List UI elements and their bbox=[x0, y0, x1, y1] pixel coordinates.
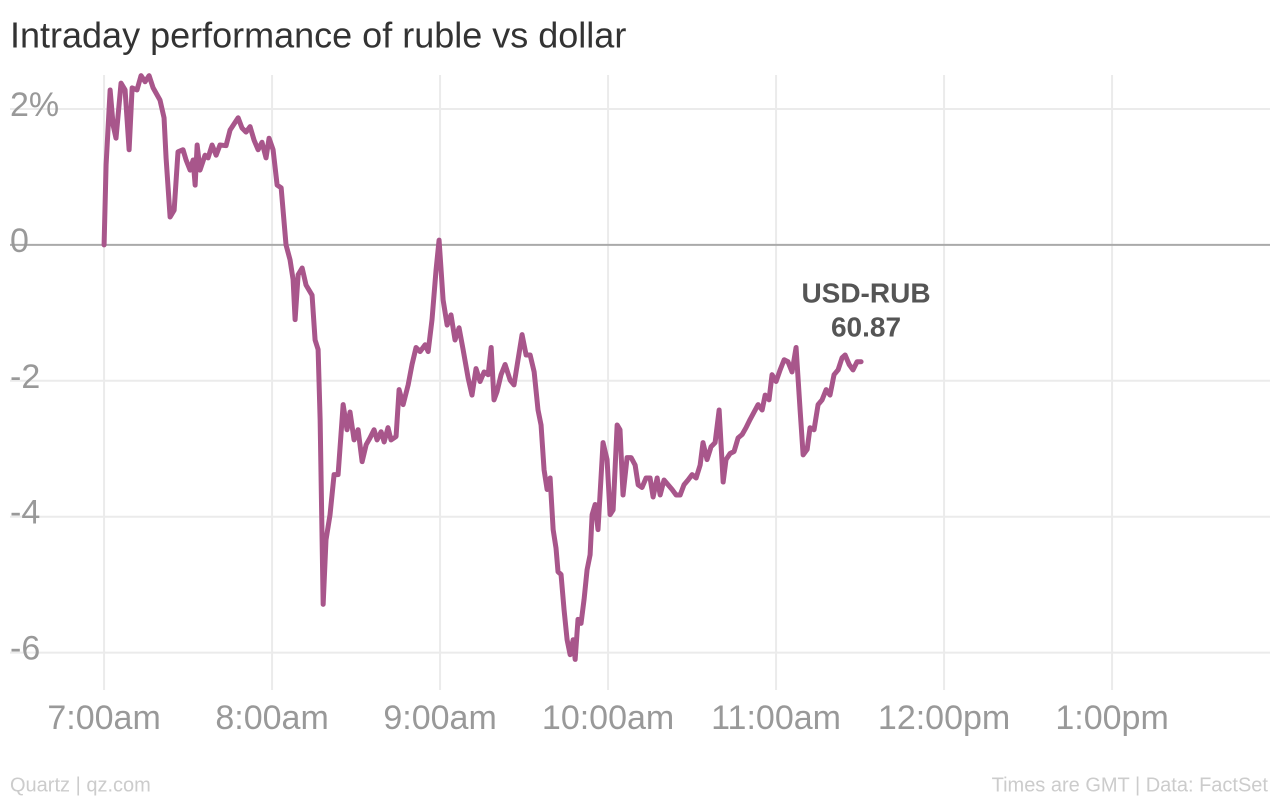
source-right: Times are GMT | Data: FactSet bbox=[992, 774, 1269, 796]
y-tick-label: 0 bbox=[10, 222, 29, 260]
grid: 7:00am 8:00am 9:00am 10:00am 11:00am 12:00pm 1… bbox=[10, 75, 1270, 737]
annotation-label: USD-RUB bbox=[801, 277, 930, 308]
chart-title: Intraday performance of ruble vs dollar bbox=[10, 15, 626, 56]
series-line bbox=[101, 73, 864, 662]
y-tick-label: -2 bbox=[10, 358, 40, 396]
annotation-value: 60.87 bbox=[831, 311, 901, 342]
x-tick-label: 12:00pm bbox=[878, 699, 1010, 737]
x-tick-label: 9:00am bbox=[383, 699, 496, 737]
x-tick-label: 7:00am bbox=[47, 699, 160, 737]
y-tick-label: 2% bbox=[10, 86, 59, 124]
y-tick-label: -4 bbox=[10, 494, 40, 532]
x-tick-label: 8:00am bbox=[215, 699, 328, 737]
y-tick-label: -6 bbox=[10, 630, 40, 668]
x-tick-label: 10:00am bbox=[542, 699, 674, 737]
x-tick-label: 1:00pm bbox=[1055, 699, 1168, 737]
source-left: Quartz | qz.com bbox=[10, 774, 151, 796]
plot bbox=[101, 73, 864, 662]
x-tick-label: 11:00am bbox=[711, 699, 841, 737]
